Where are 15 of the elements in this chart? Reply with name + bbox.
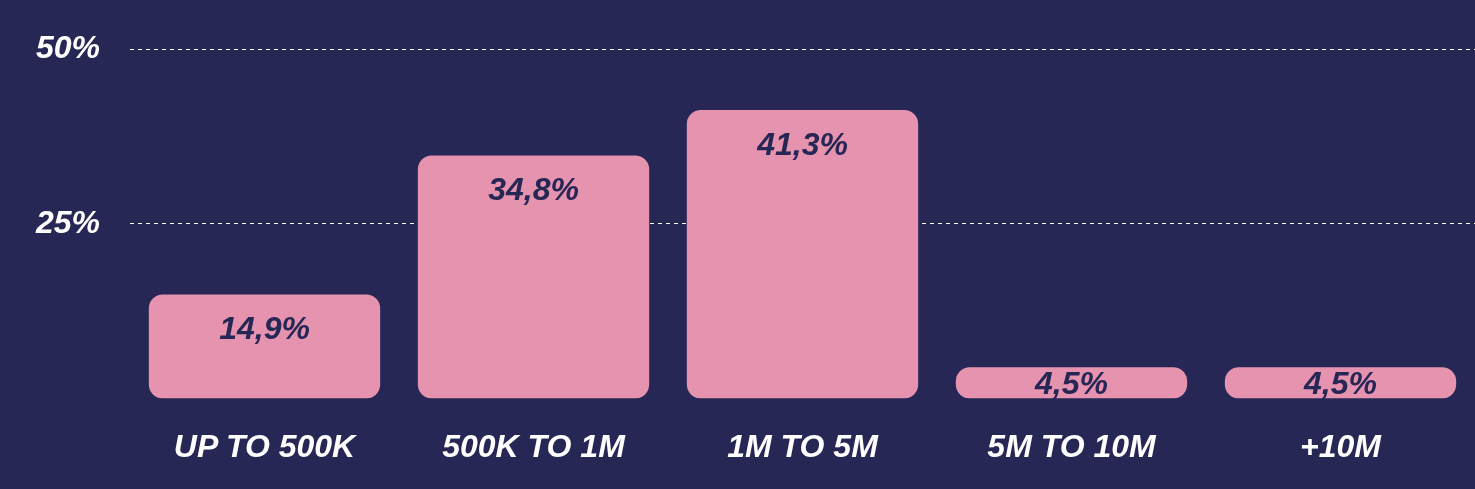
x-tick-label: 500K TO 1M xyxy=(442,427,627,464)
x-tick-label: 5M TO 10M xyxy=(987,427,1158,464)
y-tick-label: 50% xyxy=(35,29,100,66)
bar xyxy=(417,155,650,399)
bar xyxy=(148,294,381,399)
data-label: 4,5% xyxy=(1303,364,1377,401)
data-label: 14,9% xyxy=(219,310,310,347)
data-label: 41,3% xyxy=(756,125,848,162)
data-label: 4,5% xyxy=(1034,364,1108,401)
data-label: 34,8% xyxy=(488,171,579,208)
y-tick-label: 25% xyxy=(34,203,100,240)
x-tick-label: 1M TO 5M xyxy=(727,427,880,464)
x-tick-label: +10M xyxy=(1300,427,1383,464)
x-tick-label: UP TO 500K xyxy=(173,427,359,464)
bar xyxy=(686,110,919,399)
